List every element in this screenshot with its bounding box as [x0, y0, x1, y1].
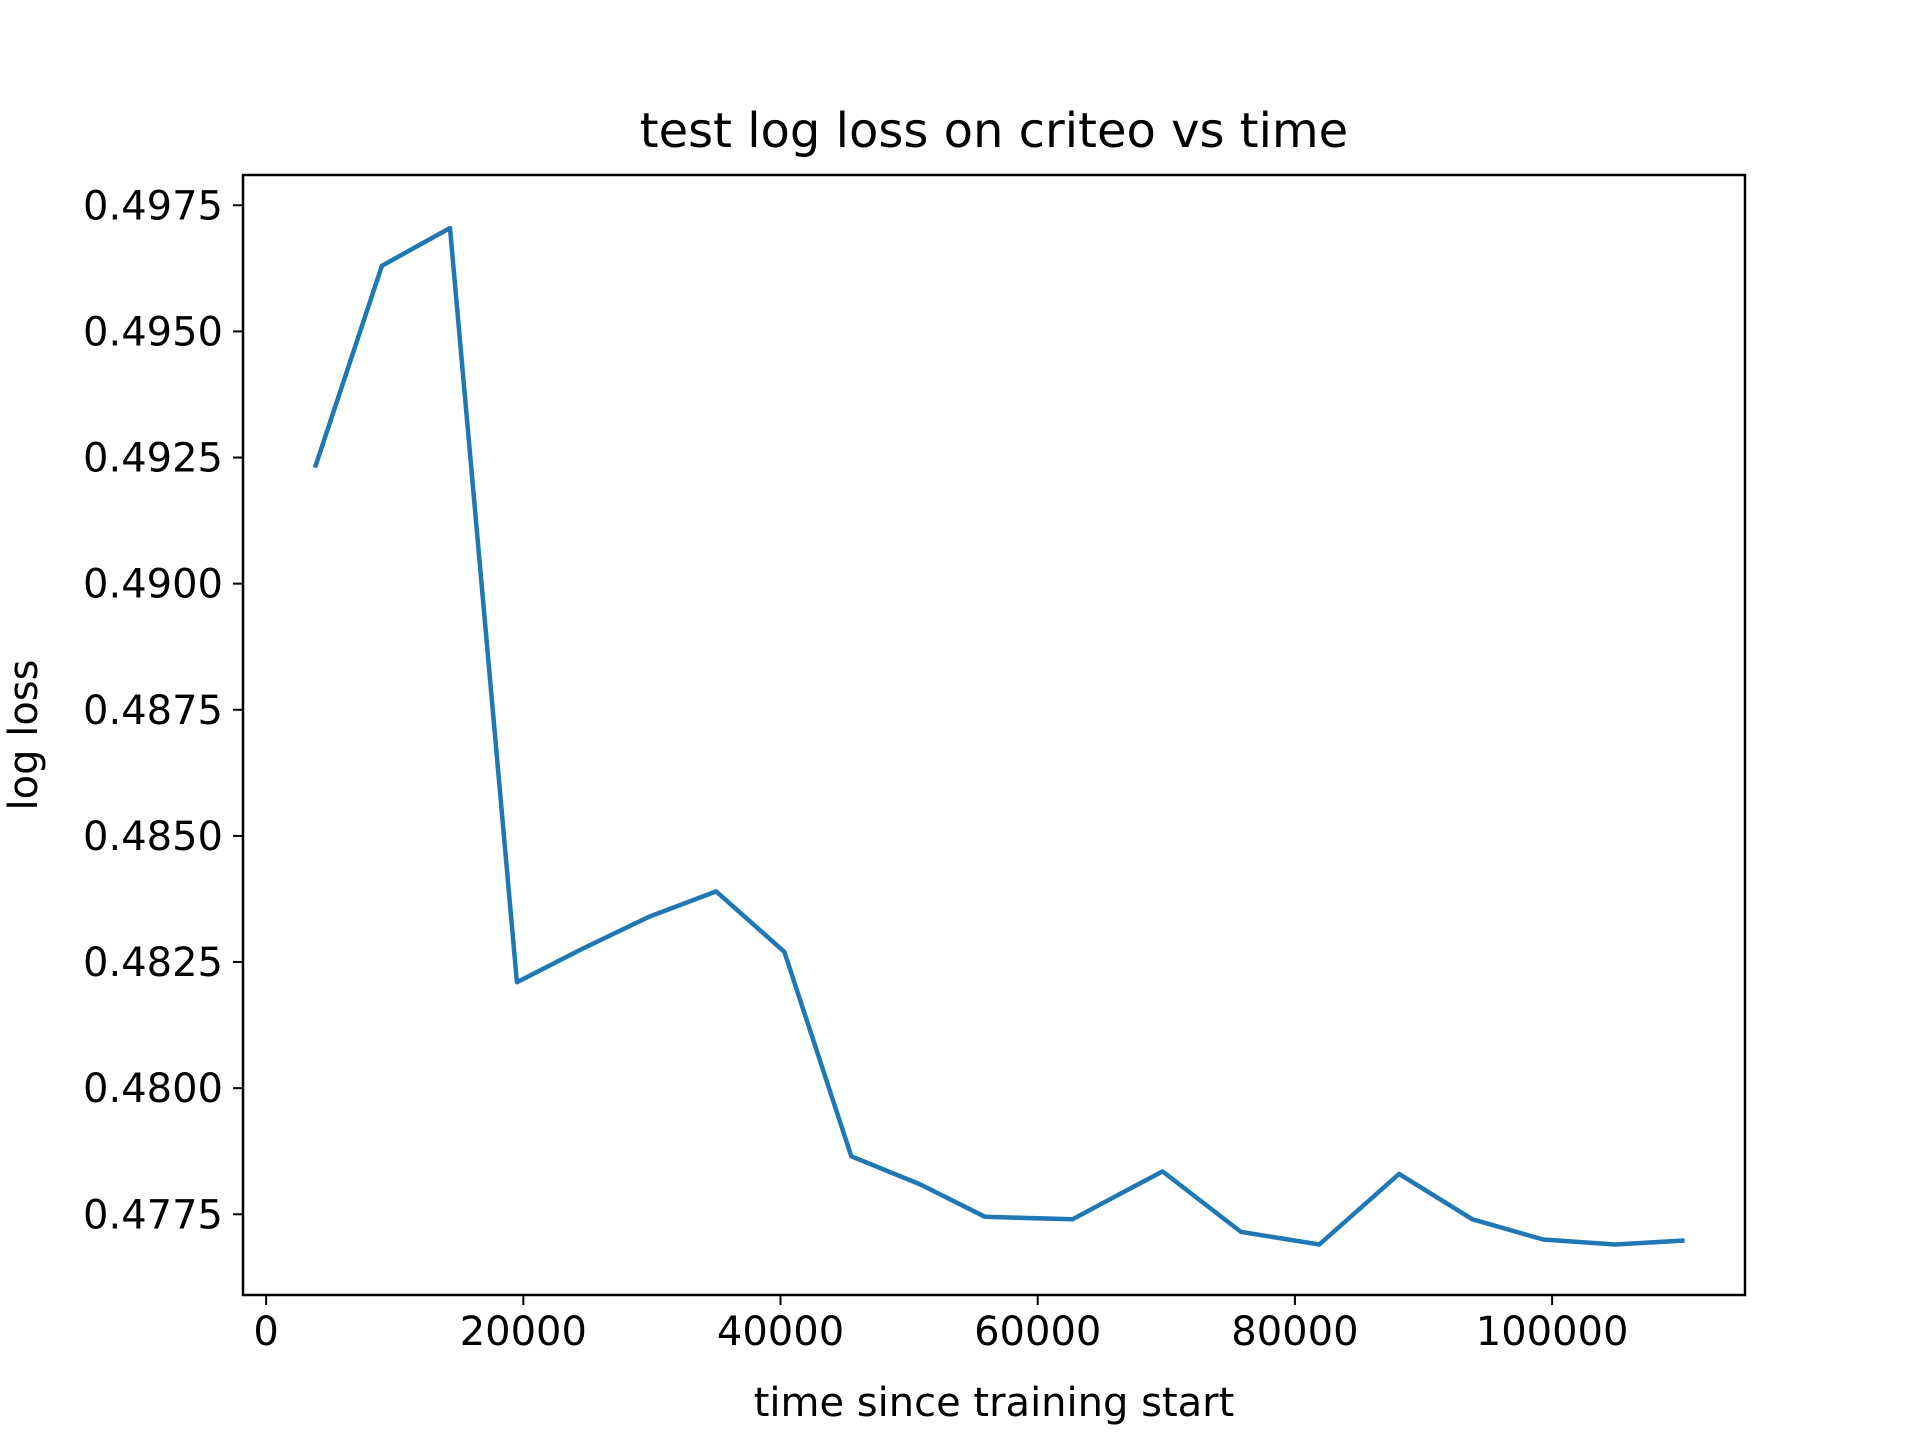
x-tick-label: 40000 [717, 1309, 844, 1355]
y-tick-label: 0.4825 [83, 940, 223, 986]
plot-area [312, 225, 1685, 1247]
x-tick-label: 20000 [460, 1309, 587, 1355]
y-tick-label: 0.4900 [83, 562, 223, 608]
y-tick-label: 0.4975 [83, 183, 223, 229]
series-line [312, 225, 1685, 1247]
x-tick-label: 0 [253, 1309, 278, 1355]
x-tick-label: 80000 [1231, 1309, 1358, 1355]
y-tick-label: 0.4800 [83, 1066, 223, 1112]
y-tick-label: 0.4875 [83, 688, 223, 734]
y-tick-label: 0.4925 [83, 436, 223, 482]
y-axis: 0.4775 0.4800 0.4825 0.4850 0.4875 0.4900 0.49… [83, 183, 243, 1238]
x-axis-label: time since training start [754, 1380, 1235, 1426]
x-axis: 0 20000 40000 60000 80000 100000 [253, 1295, 1628, 1355]
chart-title: test log loss on criteo vs time [640, 103, 1348, 159]
y-tick-label: 0.4950 [83, 309, 223, 355]
y-tick-label: 0.4850 [83, 814, 223, 860]
x-tick-label: 100000 [1476, 1309, 1629, 1355]
y-axis-label: log loss [1, 660, 47, 811]
y-tick-label: 0.4775 [83, 1192, 223, 1238]
axes-frame [241, 173, 1747, 1297]
x-tick-label: 60000 [974, 1309, 1101, 1355]
